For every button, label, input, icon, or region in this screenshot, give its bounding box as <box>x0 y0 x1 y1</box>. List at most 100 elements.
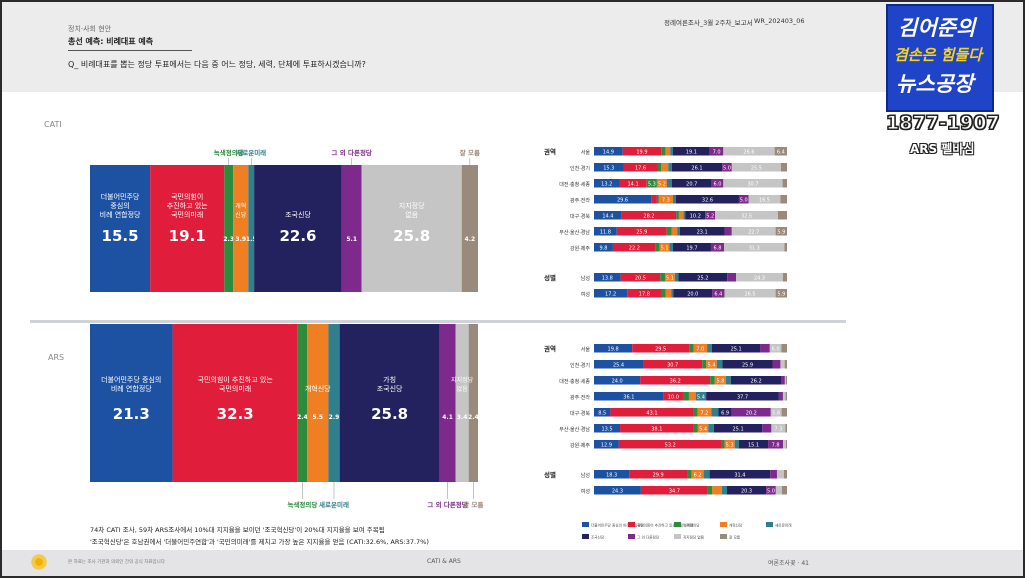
segment-label-undecided: 지지정당 <box>451 376 474 384</box>
row-value: 15.3 <box>603 166 614 172</box>
row-label: 대전·충청·세종 <box>559 181 590 188</box>
row-segment-reform <box>669 243 673 252</box>
row-segment-newfuture <box>665 273 675 282</box>
row-segment-newfuture <box>712 486 722 495</box>
row-value: 25.4 <box>613 363 624 369</box>
bar-segment-newfuture <box>233 165 249 292</box>
legend-label-dem: 더불어민주당 중심의 비례 연합정당 <box>591 523 645 528</box>
row-segment-dem <box>594 486 641 495</box>
row-value: 25.1 <box>731 347 742 353</box>
callout-reform: 새로운미래 <box>319 500 349 509</box>
segment-label-ppp: 국민의힘이 <box>171 192 203 201</box>
row-segment-newfuture <box>661 163 669 172</box>
row-segment-ppp <box>640 486 708 495</box>
row-segment-green <box>656 195 659 204</box>
row-segment-green <box>689 344 694 353</box>
row-value: 14.1 <box>628 182 639 188</box>
legend-swatch-dem <box>582 522 589 527</box>
row-segment-undecided <box>748 195 781 204</box>
row-segment-dem <box>594 273 621 282</box>
row-segment-dontknow <box>786 440 787 449</box>
row-segment-undecided <box>771 424 786 433</box>
row-value: 20.0 <box>687 292 698 298</box>
note-line-2: '조국혁신당'은 호남권에서 '더불어민주연합'과 '국민의미래'를 제치고 가… <box>90 538 429 546</box>
row-segment-dem <box>594 243 613 252</box>
legend-label-newfuture: 개혁신당 <box>729 523 743 528</box>
row-value: 19.7 <box>686 246 697 252</box>
segment-label-ppp: 추진하고 있는 <box>167 201 208 210</box>
report-footer: 본 자료는 조사 기관과 의뢰인 간의 공식 자료입니다 CATI & ARS … <box>2 550 1023 576</box>
flower-logo-icon <box>30 553 48 571</box>
row-segment-reform <box>708 424 714 433</box>
row-segment-green <box>687 470 692 479</box>
row-label: 인천·경기 <box>570 362 590 369</box>
row-segment-undecided <box>736 273 783 282</box>
bar-segment-cho <box>339 324 440 482</box>
footer-left: 본 자료는 조사 기관과 의뢰인 간의 공식 자료입니다 <box>68 560 165 565</box>
legend-swatch-cho <box>582 534 589 539</box>
row-segment-newfuture <box>693 344 708 353</box>
row-segment-reform <box>734 440 739 449</box>
row-label: 광주·전라 <box>570 197 590 204</box>
row-segment-ppp <box>640 376 711 385</box>
row-value: 20.5 <box>635 276 646 282</box>
row-value: 22.2 <box>629 246 640 252</box>
row-segment-ppp <box>632 344 690 353</box>
row-segment-reform <box>671 289 674 298</box>
row-segment-ppp <box>618 440 722 449</box>
bar-segment-ppp <box>172 324 298 482</box>
row-segment-undecided <box>724 243 785 252</box>
row-segment-green <box>682 392 689 401</box>
row-value: 5.0 <box>767 489 775 495</box>
row-label: 강원·제주 <box>570 442 590 449</box>
row-value: 25.1 <box>733 427 744 433</box>
row-segment-cho <box>673 289 713 298</box>
segment-label-ppp: 국민의미래 <box>171 210 203 219</box>
segment-label-newfuture: 개혁신당 <box>305 384 331 393</box>
row-value: 25.9 <box>742 363 753 369</box>
row-segment-ppp <box>610 408 694 417</box>
segment-label-cho: 가칭 <box>383 375 396 384</box>
row-segment-newfuture <box>671 227 678 236</box>
panel-title-cati: CATI <box>44 120 62 129</box>
row-segment-other <box>722 163 732 172</box>
row-value: 11.8 <box>600 230 611 236</box>
row-segment-reform <box>726 376 731 385</box>
row-segment-other <box>772 360 781 369</box>
row-value: 32.5 <box>741 214 752 220</box>
value-label-green: 2.3 <box>223 236 234 243</box>
row-value: 5.1 <box>666 276 674 282</box>
row-value: 13.2 <box>601 182 612 188</box>
row-segment-ppp <box>622 147 662 156</box>
legend-swatch-ppp <box>628 522 635 527</box>
row-segment-cho <box>671 179 712 188</box>
row-segment-ppp <box>620 273 661 282</box>
value-label-reform: 2.9 <box>329 414 340 421</box>
row-value: 18.3 <box>606 473 617 479</box>
row-value: 20.3 <box>741 489 752 495</box>
legend-label-other: 그 외 다른정당 <box>637 535 660 540</box>
segment-label-newfuture: 신당 <box>235 211 247 219</box>
bar-segment-dontknow <box>461 165 478 292</box>
segment-label-dem: 더불어민주당 <box>101 192 140 201</box>
row-label: 서울 <box>581 149 591 156</box>
footer-center: CATI & ARS <box>427 558 461 565</box>
row-segment-cho <box>722 360 773 369</box>
row-segment-green <box>707 486 713 495</box>
row-segment-undecided <box>731 227 776 236</box>
row-segment-newfuture <box>688 392 696 401</box>
row-value: 7.3 <box>774 427 782 433</box>
row-label: 서울 <box>581 346 591 353</box>
row-value: 7.0 <box>713 150 721 156</box>
segment-label-newfuture: 개혁 <box>235 202 246 210</box>
legend-label-dontknow: 잘 모름 <box>729 535 741 540</box>
row-value: 5.4 <box>699 427 707 433</box>
row-value: 17.2 <box>605 292 616 298</box>
row-segment-ppp <box>619 179 647 188</box>
row-label: 대전·충청·세종 <box>559 378 590 385</box>
row-segment-reform <box>672 195 677 204</box>
group-title: 권역 <box>544 344 556 353</box>
bar-segment-undecided <box>361 165 462 292</box>
segment-label-cho: 조국신당 <box>285 210 311 219</box>
